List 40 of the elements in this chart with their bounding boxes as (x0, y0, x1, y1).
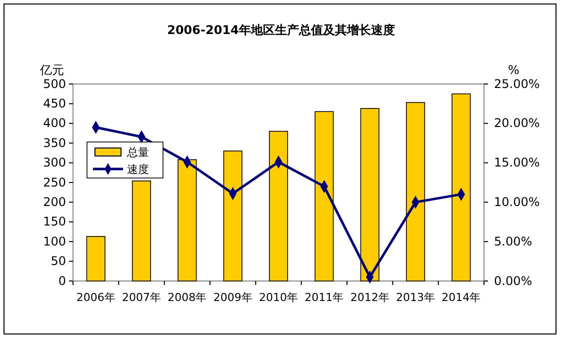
x-tick-label: 2007年 (122, 291, 161, 304)
y-tick-label: 450 (43, 96, 66, 111)
y-tick-label: 200 (43, 195, 66, 210)
y2-tick-label: 0.00% (494, 274, 532, 288)
y2-tick-label: 20.00% (494, 116, 540, 130)
x-tick-label: 2011年 (304, 291, 344, 304)
x-tick-label: 2009年 (213, 291, 252, 304)
legend-label: 速度 (127, 163, 149, 176)
y-tick-label: 350 (43, 136, 66, 150)
y2-tick-label: 10.00% (494, 195, 540, 210)
y-tick-label: 50 (50, 254, 66, 268)
y-tick-label: 300 (43, 156, 66, 170)
x-tick-label: 2012年 (350, 291, 390, 304)
chart-title: 2006-2014年地区生产总值及其增长速度 (167, 23, 395, 37)
y-tick-label: 400 (43, 116, 66, 130)
bar (452, 93, 471, 282)
x-tick-label: 2013年 (396, 291, 435, 304)
x-tick-label: 2014年 (442, 291, 481, 304)
y2-tick-label: 25.00% (494, 76, 540, 91)
bar (406, 102, 426, 282)
bar (223, 150, 242, 282)
y-tick-label: 250 (43, 175, 66, 190)
y-tick-label: 0 (58, 274, 66, 288)
bar (132, 180, 152, 282)
bar (314, 111, 334, 282)
x-tick-label: 2008年 (168, 291, 207, 304)
y-axis-title: 亿元 (39, 63, 64, 77)
x-tick-label: 2006年 (76, 291, 116, 304)
y2-axis-title: % (508, 63, 520, 77)
bar (360, 108, 380, 282)
bar (268, 130, 288, 282)
bar (86, 236, 106, 282)
bar (178, 159, 197, 282)
y2-tick-label: 5.00% (494, 234, 532, 248)
y-tick-label: 500 (43, 76, 66, 91)
legend-label: 总量 (126, 146, 149, 159)
x-tick-label: 2010年 (259, 291, 298, 304)
y2-tick-label: 15.00% (494, 156, 540, 170)
y-tick-label: 150 (43, 214, 66, 229)
y-tick-label: 100 (43, 234, 66, 248)
